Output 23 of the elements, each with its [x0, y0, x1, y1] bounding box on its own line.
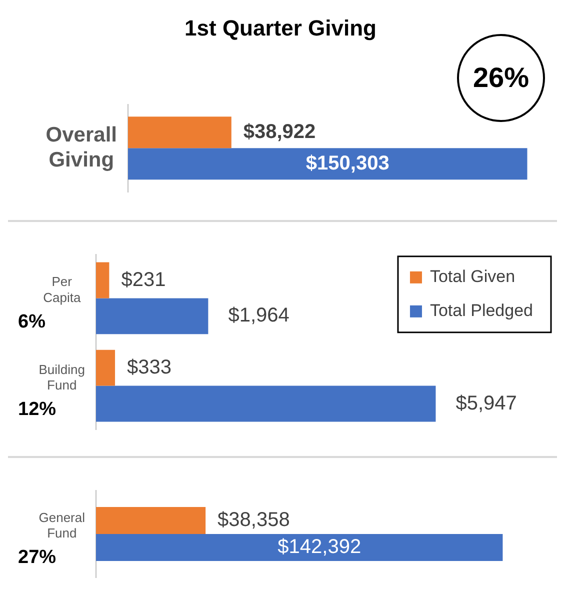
y-tick-label: Per Capita [43, 274, 82, 305]
data-label: $142,392 [278, 536, 362, 558]
y-tick-label: Building Fund [38, 362, 86, 392]
y-tick-label: General Fund [38, 510, 86, 541]
bar [96, 350, 116, 386]
data-label: $5,947 [456, 392, 517, 414]
text: 6% [18, 311, 46, 332]
legend-label: Total Given [430, 267, 516, 286]
y-tick-label: Overall Giving [46, 123, 118, 172]
data-label: $38,358 [218, 509, 290, 531]
data-label: $231 [121, 268, 166, 291]
data-label: $1,964 [228, 304, 290, 327]
legend-label: Total Pledged [430, 301, 534, 320]
text: 27% [18, 547, 56, 568]
bar [96, 386, 436, 422]
data-label: $150,303 [306, 152, 390, 174]
data-label: $38,922 [243, 120, 316, 143]
circle-outline: 26% [457, 34, 545, 122]
bar [96, 298, 208, 334]
chart-title: 1st Quarter Giving [184, 15, 376, 40]
data-label: $333 [127, 356, 172, 378]
text: 12% [18, 399, 56, 420]
bar [96, 262, 110, 298]
